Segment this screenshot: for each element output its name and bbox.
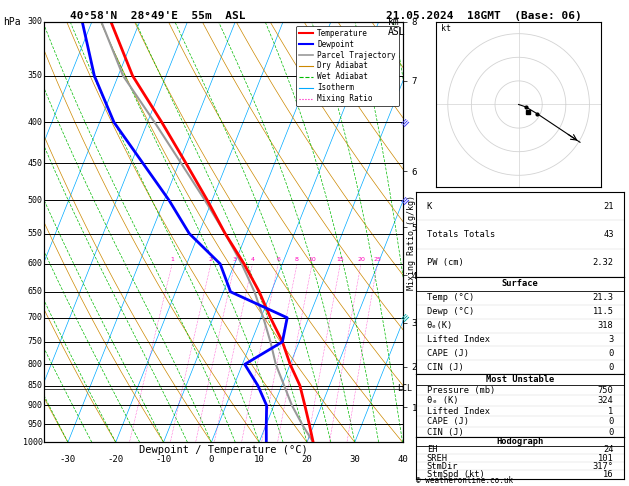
Text: StmSpd (kt): StmSpd (kt)	[426, 470, 484, 479]
Text: 2.32: 2.32	[593, 259, 613, 267]
Text: 16: 16	[603, 470, 613, 479]
Text: CIN (J): CIN (J)	[426, 363, 464, 372]
Text: 30: 30	[349, 455, 360, 464]
Text: PW (cm): PW (cm)	[426, 259, 464, 267]
Text: 400: 400	[28, 118, 43, 127]
Text: CAPE (J): CAPE (J)	[426, 349, 469, 358]
Text: EH: EH	[426, 445, 437, 454]
Text: Mixing Ratio (g/kg): Mixing Ratio (g/kg)	[408, 195, 416, 291]
Text: 750: 750	[598, 385, 613, 395]
Text: 450: 450	[28, 159, 43, 168]
Text: StmDir: StmDir	[426, 462, 459, 471]
Text: 318: 318	[598, 321, 613, 330]
Text: θₑ(K): θₑ(K)	[426, 321, 453, 330]
Text: 101: 101	[598, 453, 613, 463]
Text: 40°58'N  28°49'E  55m  ASL: 40°58'N 28°49'E 55m ASL	[69, 11, 245, 21]
Text: ≡: ≡	[399, 116, 413, 129]
Text: 15: 15	[337, 257, 344, 262]
Text: 1: 1	[608, 407, 613, 416]
Text: 317°: 317°	[593, 462, 613, 471]
Text: ≡: ≡	[399, 193, 413, 207]
Text: 1000: 1000	[23, 438, 43, 447]
Text: 750: 750	[28, 337, 43, 347]
Text: 4: 4	[250, 257, 254, 262]
Text: 3: 3	[608, 335, 613, 344]
Text: © weatheronline.co.uk: © weatheronline.co.uk	[416, 476, 513, 485]
Text: Lifted Index: Lifted Index	[426, 407, 490, 416]
Text: 0: 0	[608, 349, 613, 358]
Text: -10: -10	[155, 455, 172, 464]
Text: 25: 25	[374, 257, 381, 262]
Text: Totals Totals: Totals Totals	[426, 230, 495, 239]
Text: ≡: ≡	[399, 311, 413, 325]
Text: km: km	[388, 17, 400, 27]
Text: 350: 350	[28, 71, 43, 80]
Text: 8: 8	[295, 257, 299, 262]
Text: SREH: SREH	[426, 453, 448, 463]
Text: 24: 24	[603, 445, 613, 454]
Text: hPa: hPa	[3, 17, 21, 27]
Text: 650: 650	[28, 287, 43, 296]
Text: 20: 20	[301, 455, 313, 464]
Text: 43: 43	[603, 230, 613, 239]
X-axis label: Dewpoint / Temperature (°C): Dewpoint / Temperature (°C)	[139, 445, 308, 455]
Text: 20: 20	[357, 257, 365, 262]
Text: 0: 0	[209, 455, 214, 464]
Text: Temp (°C): Temp (°C)	[426, 294, 474, 302]
Text: 600: 600	[28, 260, 43, 268]
Text: Hodograph: Hodograph	[496, 437, 544, 446]
Text: θₑ (K): θₑ (K)	[426, 396, 459, 405]
Text: CAPE (J): CAPE (J)	[426, 417, 469, 426]
Text: 0: 0	[608, 428, 613, 436]
Text: 324: 324	[598, 396, 613, 405]
Text: 0: 0	[608, 417, 613, 426]
Text: 6: 6	[276, 257, 280, 262]
Text: 21.3: 21.3	[593, 294, 613, 302]
Text: Pressure (mb): Pressure (mb)	[426, 385, 495, 395]
Text: 550: 550	[28, 229, 43, 238]
Legend: Temperature, Dewpoint, Parcel Trajectory, Dry Adiabat, Wet Adiabat, Isotherm, Mi: Temperature, Dewpoint, Parcel Trajectory…	[296, 26, 399, 106]
Text: Surface: Surface	[502, 279, 538, 289]
Text: 850: 850	[28, 381, 43, 390]
Text: 0: 0	[608, 363, 613, 372]
Text: kt: kt	[441, 24, 451, 34]
Text: 40: 40	[397, 455, 408, 464]
Text: 21: 21	[603, 202, 613, 210]
Text: 300: 300	[28, 17, 43, 26]
Text: K: K	[426, 202, 432, 210]
Text: ASL: ASL	[388, 27, 406, 37]
Text: 21.05.2024  18GMT  (Base: 06): 21.05.2024 18GMT (Base: 06)	[386, 11, 582, 21]
Text: -20: -20	[108, 455, 124, 464]
Text: 800: 800	[28, 360, 43, 369]
Text: LCL: LCL	[398, 384, 413, 393]
Text: 500: 500	[28, 196, 43, 205]
Text: Most Unstable: Most Unstable	[486, 375, 554, 384]
Text: 700: 700	[28, 313, 43, 322]
Text: -30: -30	[60, 455, 76, 464]
Text: Lifted Index: Lifted Index	[426, 335, 490, 344]
Text: CIN (J): CIN (J)	[426, 428, 464, 436]
Text: 2: 2	[209, 257, 213, 262]
Text: 3: 3	[233, 257, 237, 262]
Text: 10: 10	[253, 455, 265, 464]
Text: Dewp (°C): Dewp (°C)	[426, 307, 474, 316]
Text: 900: 900	[28, 401, 43, 410]
Text: 950: 950	[28, 420, 43, 429]
Text: 10: 10	[308, 257, 316, 262]
Text: 1: 1	[170, 257, 174, 262]
Text: 11.5: 11.5	[593, 307, 613, 316]
